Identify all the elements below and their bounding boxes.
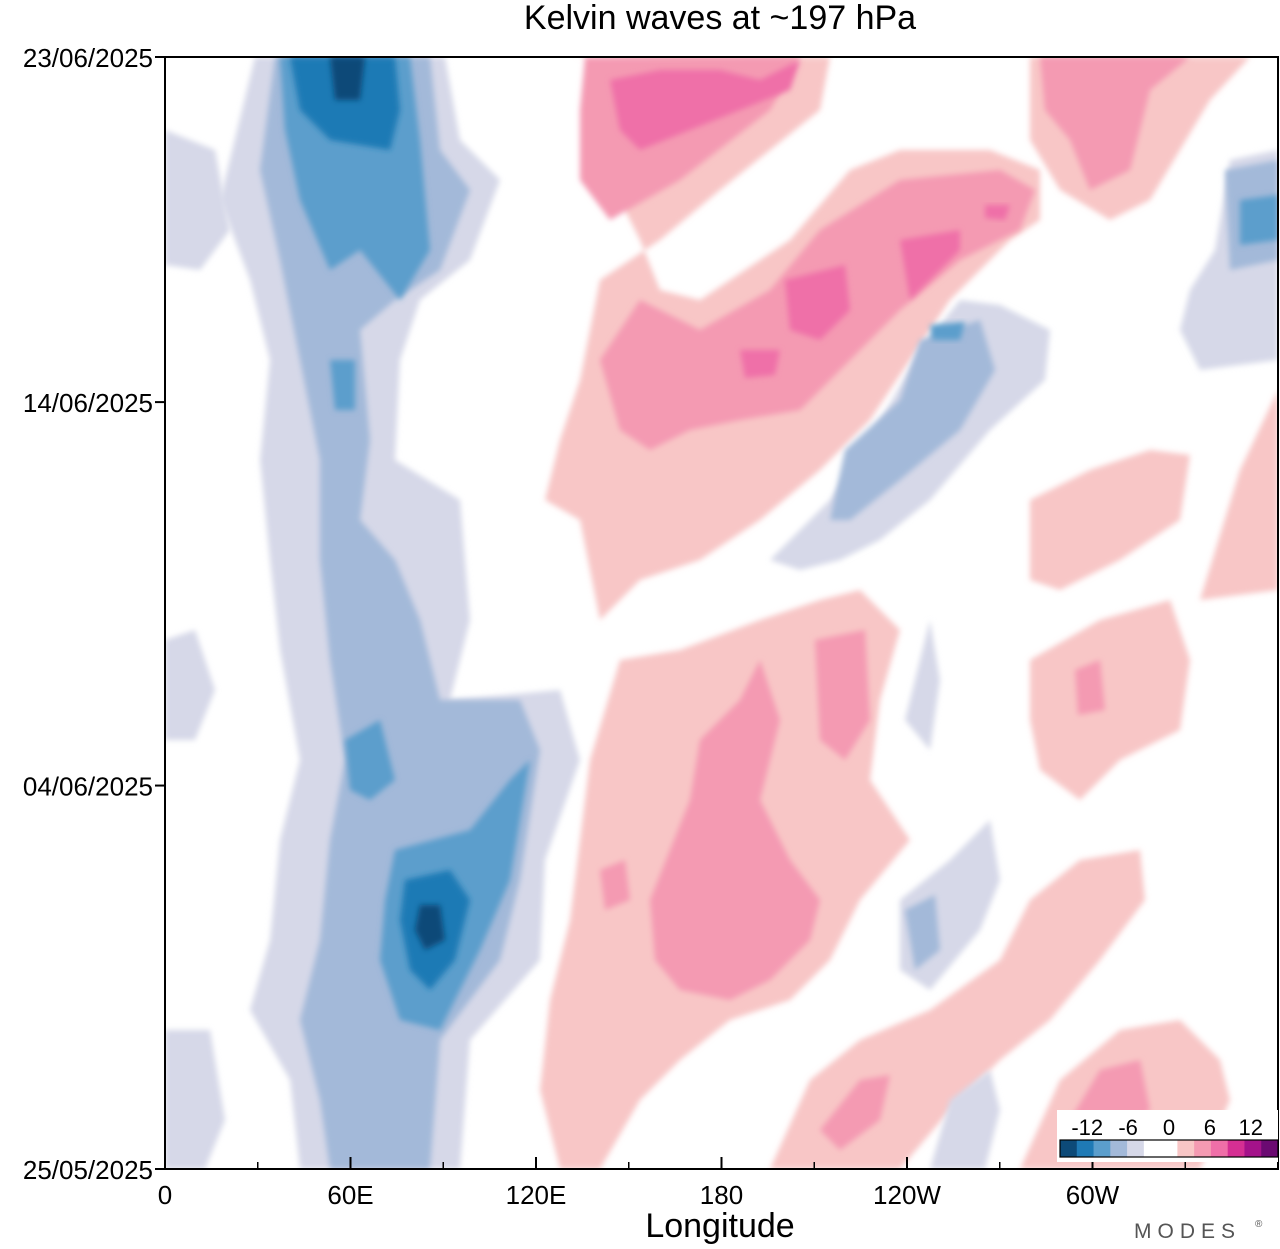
chart-title: Kelvin waves at ~197 hPa (524, 0, 916, 37)
neg-region-epac-bottom (930, 1070, 1000, 1169)
x-tick-label: 120W (873, 1180, 941, 1210)
colorbar-swatch (1076, 1140, 1095, 1157)
neg-region-l5b (415, 905, 445, 950)
y-tick-label: 14/06/2025 (23, 388, 153, 418)
colorbar-swatch (1244, 1140, 1262, 1157)
colorbar-tick-label: -12 (1071, 1115, 1103, 1140)
colorbar-swatch (1210, 1140, 1229, 1157)
neg-region-epac-l3 (930, 322, 965, 340)
colorbar-swatch (1194, 1140, 1212, 1157)
neg-region-l4 (290, 57, 400, 150)
y-tick-label: 04/06/2025 (23, 772, 153, 802)
modes-logo: MODES ® (1134, 1219, 1263, 1243)
pos-region-l3e (985, 205, 1010, 220)
pos-region-east-mid (1030, 600, 1190, 800)
colorbar: -12 -6 0 6 12 (1057, 1110, 1279, 1162)
x-tick-label: 60W (1066, 1180, 1120, 1210)
colorbar-swatch (1177, 1140, 1195, 1157)
colorbar-swatch (1060, 1140, 1078, 1157)
x-tick-label: 180 (700, 1180, 743, 1210)
pos-region-l3 (610, 60, 800, 150)
pos-region-east-upper-l2 (1040, 57, 1190, 190)
colorbar-tick-label: 0 (1163, 1115, 1175, 1140)
neg-region-east-mid (905, 620, 940, 750)
colorbar-swatch (1160, 1140, 1178, 1157)
colorbar-swatch (1261, 1140, 1279, 1157)
neg-region-l5 (330, 57, 365, 100)
y-tick-label: 25/05/2025 (23, 1155, 153, 1185)
logo-text: MODES (1134, 1220, 1241, 1243)
colorbar-swatch (1110, 1140, 1128, 1157)
contour-field (165, 57, 1278, 1169)
logo-mark: ® (1255, 1219, 1263, 1230)
x-tick-label: 0 (158, 1180, 172, 1210)
colorbar-tick-label: 6 (1204, 1115, 1216, 1140)
pos-region-lower-l2 (650, 660, 820, 1000)
pos-region-l3d (900, 230, 960, 300)
pos-region-east-edge (1200, 390, 1278, 600)
neg-region-l3d (330, 360, 355, 410)
colorbar-swatch (1093, 1140, 1111, 1157)
neg-region-epac-lower-l2 (905, 895, 940, 970)
neg-region-west-edge-3 (165, 130, 230, 270)
y-tick-label: 23/06/2025 (23, 43, 153, 73)
pos-region-l3c (740, 350, 780, 378)
colorbar-swatch (1143, 1140, 1162, 1157)
x-tick-label: 120E (506, 1180, 567, 1210)
pos-region-east-mid-l2 (1075, 660, 1105, 715)
colorbar-tick-label: 12 (1239, 1115, 1263, 1140)
pos-region-l3b (785, 265, 850, 340)
x-tick-label: 60E (327, 1180, 373, 1210)
neg-region-west-edge (165, 630, 215, 740)
pos-region-bottom-diag-l2 (820, 1075, 890, 1150)
axes: 0 60E 120E 180 120W 60W 25/05/2025 04/06/2025 14… (23, 43, 1279, 1210)
neg-region-l3c (345, 720, 395, 800)
x-axis-label: Longitude (645, 1207, 794, 1245)
pos-region-lower-l2c (600, 860, 630, 910)
colorbar-swatch (1127, 1140, 1145, 1157)
pos-region-lower-l2b (815, 630, 870, 760)
neg-region-west-edge-2 (165, 1030, 225, 1169)
colorbar-swatch (1227, 1140, 1245, 1157)
pos-region-east-mid2 (1030, 450, 1190, 590)
neg-region-epac-l2 (830, 320, 995, 520)
colorbar-tick-label: -6 (1118, 1115, 1138, 1140)
neg-region-far-east-l3 (1240, 195, 1278, 245)
colorbar-frame (1059, 1139, 1279, 1158)
